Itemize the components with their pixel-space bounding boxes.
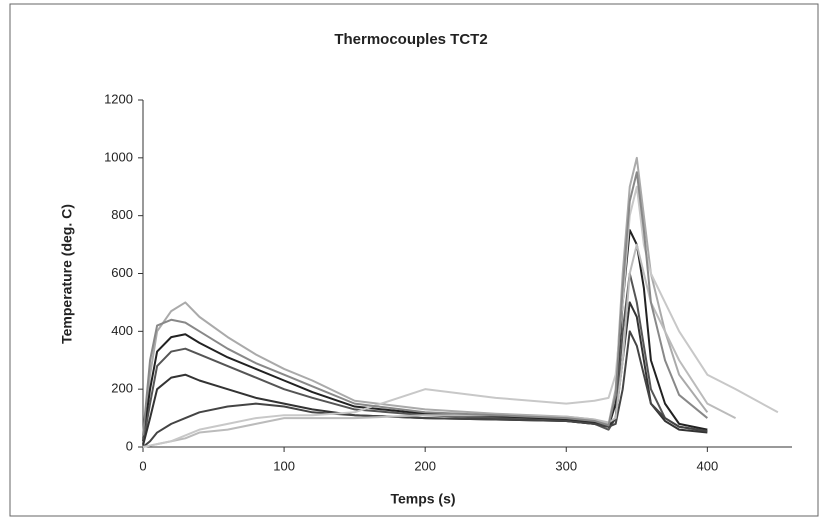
y-tick-label: 800 <box>111 207 133 222</box>
series-line <box>142 272 708 445</box>
series-line <box>142 185 779 448</box>
x-tick-label: 300 <box>555 458 577 473</box>
y-tick-label: 600 <box>111 265 133 280</box>
y-axis-label: Temperature (deg. C) <box>59 204 75 344</box>
x-tick-label: 100 <box>273 458 295 473</box>
x-axis-label: Temps (s) <box>390 491 455 507</box>
x-tick-label: 0 <box>139 458 146 473</box>
y-tick-label: 1000 <box>104 149 133 164</box>
y-tick-label: 400 <box>111 323 133 338</box>
x-tick-label: 400 <box>696 458 718 473</box>
y-tick-label: 200 <box>111 381 133 396</box>
series-line <box>142 229 708 442</box>
x-tick-label: 200 <box>414 458 436 473</box>
chart-title: Thermocouples TCT2 <box>334 31 487 48</box>
series-line <box>142 330 708 448</box>
y-tick-label: 1200 <box>104 91 133 106</box>
series-line <box>142 156 709 439</box>
y-tick-label: 0 <box>126 438 133 453</box>
series-line <box>142 171 708 436</box>
